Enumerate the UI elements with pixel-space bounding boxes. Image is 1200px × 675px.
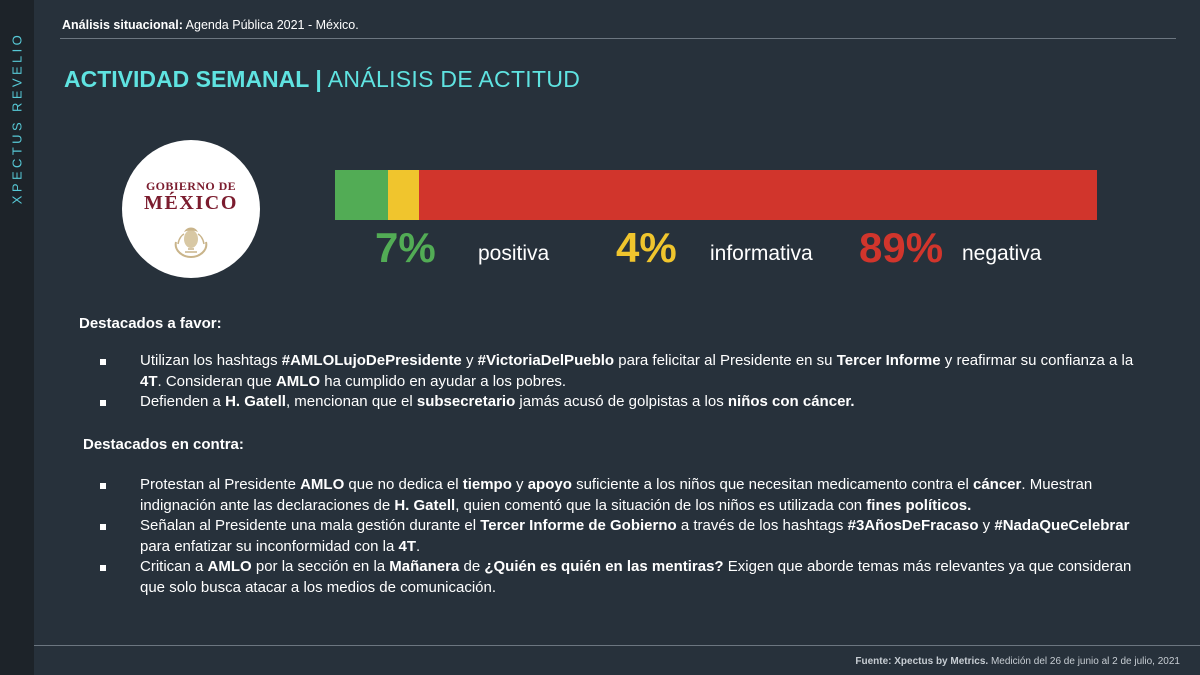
bullet-square-icon [100, 400, 106, 406]
header-divider [60, 38, 1176, 39]
footer-source: Fuente: Xpectus by Metrics. Medición del… [855, 656, 1180, 667]
page-title-separator: | [315, 66, 322, 92]
negative-label: negativa [962, 242, 1042, 265]
breadcrumb-text: Agenda Pública 2021 - México. [182, 18, 359, 32]
bullet-square-icon [100, 524, 106, 530]
negative-percent: 89% [859, 224, 944, 271]
gobierno-mexico-logo: GOBIERNO DE MÉXICO [122, 140, 260, 278]
bullet-square-icon [100, 359, 106, 365]
page-title-sub: ANÁLISIS DE ACTITUD [327, 66, 581, 92]
breadcrumb-label: Análisis situacional: [62, 18, 183, 32]
footer-source-label: Fuente: Xpectus by Metrics. [855, 656, 989, 667]
brand-vertical-text: XPECTUS REVELIO [9, 31, 25, 205]
bar-segment-informative [388, 170, 419, 220]
contra-heading: Destacados en contra: [83, 436, 244, 453]
informative-percent: 4% [616, 224, 677, 271]
page-title-main: ACTIVIDAD SEMANAL [64, 66, 310, 92]
favor-list: Utilizan los hashtags #AMLOLujoDePreside… [97, 351, 1157, 413]
informative-label: informativa [710, 242, 813, 265]
left-brand-strip: XPECTUS REVELIO [0, 0, 34, 675]
bullet-square-icon [100, 483, 106, 489]
footer-source-text: Medición del 26 de junio al 2 de julio, … [988, 656, 1180, 667]
page-title: ACTIVIDAD SEMANAL | ANÁLISIS DE ACTITUD [64, 66, 580, 93]
list-item: Protestan al Presidente AMLO que no dedi… [97, 475, 1157, 516]
positive-percent: 7% [375, 224, 436, 271]
sentiment-bar [335, 170, 1097, 220]
bar-segment-positive [335, 170, 389, 220]
bar-segment-negative [418, 170, 1097, 220]
favor-heading: Destacados a favor: [79, 315, 222, 332]
list-item: Defienden a H. Gatell, mencionan que el … [97, 392, 1157, 413]
logo-line1: GOBIERNO DE [145, 179, 237, 193]
list-item: Critican a AMLO por la sección en la Mañ… [97, 557, 1157, 598]
list-item: Utilizan los hashtags #AMLOLujoDePreside… [97, 351, 1157, 392]
list-item: Señalan al Presidente una mala gestión d… [97, 516, 1157, 557]
logo-line2: MÉXICO [143, 192, 239, 214]
contra-list: Protestan al Presidente AMLO que no dedi… [97, 475, 1157, 598]
positive-label: positiva [478, 242, 550, 265]
bullet-square-icon [100, 565, 106, 571]
coat-of-arms-icon [174, 227, 208, 259]
footer-divider [34, 645, 1200, 646]
breadcrumb: Análisis situacional: Agenda Pública 202… [62, 18, 359, 32]
